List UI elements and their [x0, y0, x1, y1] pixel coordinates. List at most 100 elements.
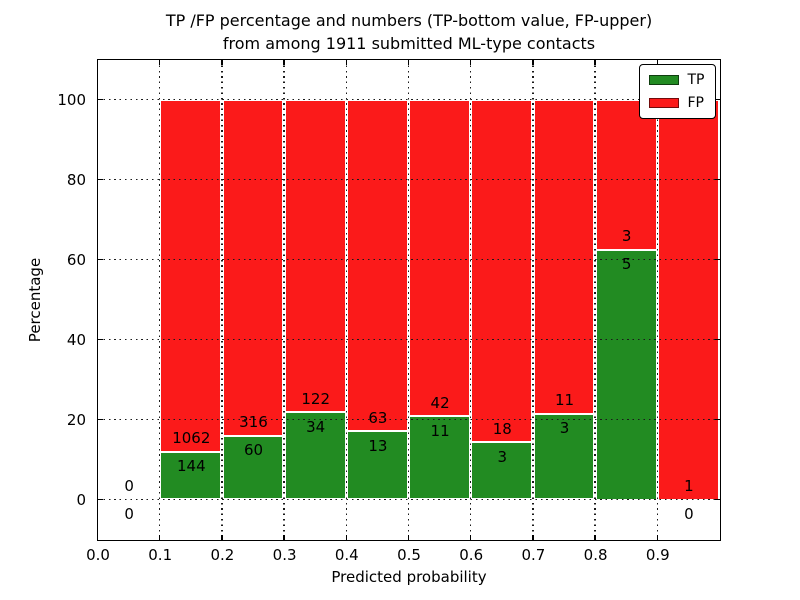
tick-x-bottom-0.8 — [594, 534, 596, 540]
gridline-x-0.2 — [221, 59, 223, 540]
chart-title-line1: TP /FP percentage and numbers (TP-bottom… — [165, 11, 653, 30]
tick-x-top-0.6 — [469, 59, 472, 65]
bar-fp-0.2-0.3 — [222, 99, 284, 436]
annotation-tp-0.7-0.8: 3 — [559, 419, 570, 438]
y-tick-label-20: 20 — [66, 411, 86, 429]
bar-fp-0.9-1 — [658, 99, 719, 500]
bar-tp-0.2-0.3 — [222, 435, 284, 500]
tp-legend-swatch — [648, 74, 679, 85]
annotation-fp-0.3-0.4: 122 — [301, 389, 331, 408]
gridline-x-0.1 — [159, 59, 161, 540]
y-tick-label-60: 60 — [66, 251, 86, 269]
x-tick-label-0.4: 0.4 — [334, 546, 359, 564]
tick-x-bottom-0.1 — [158, 534, 161, 540]
y-tick-label-100: 100 — [57, 91, 86, 109]
tick-x-bottom-0.4 — [345, 534, 348, 540]
bar-tp-0.6-0.7 — [471, 442, 533, 500]
x-tick-label-0.9: 0.9 — [645, 546, 670, 564]
tick-x-bottom-0.2 — [221, 534, 223, 540]
bar-tp-0.5-0.6 — [409, 416, 470, 500]
x-tick-label-0.5: 0.5 — [397, 546, 421, 564]
gridline-x-0.8 — [594, 59, 596, 540]
annotation-fp-0-0.1: 0 — [124, 477, 134, 495]
bar-fp-0.1-0.2 — [160, 99, 222, 452]
x-tick-label-0.0: 0.0 — [86, 546, 110, 564]
x-tick-label-0.8: 0.8 — [583, 546, 608, 564]
bar-tp-0.1-0.2 — [160, 451, 222, 500]
x-tick-label-0.3: 0.3 — [272, 546, 297, 564]
y-tick-label-80: 80 — [66, 171, 86, 189]
tp-legend-label: TP — [687, 71, 705, 88]
tick-x-bottom-0.3 — [283, 534, 285, 540]
tick-y-right-40 — [714, 338, 720, 341]
chart-title-line2: from among 1911 submitted ML-type contac… — [222, 34, 596, 53]
tick-y-left-100 — [97, 98, 103, 101]
legend-entry-fp: FP — [648, 94, 705, 111]
y-tick-label-0: 0 — [76, 491, 86, 509]
tick-x-bottom-0.9 — [656, 534, 659, 540]
annotation-fp-0.1-0.2: 1062 — [172, 429, 211, 448]
bar-fp-0.7-0.8 — [533, 99, 595, 414]
tick-y-left-0 — [97, 498, 103, 501]
tick-x-top-0.4 — [345, 59, 348, 65]
fp-legend-label: FP — [687, 94, 705, 111]
annotation-fp-0.8-0.9: 3 — [621, 227, 632, 245]
bar-fp-0.6-0.7 — [471, 99, 533, 443]
gridline-x-0.6 — [470, 59, 472, 540]
tick-y-right-100 — [714, 98, 720, 101]
tick-y-left-20 — [97, 418, 103, 421]
tick-x-bottom-0.0 — [96, 534, 99, 540]
annotation-tp-0.1-0.2: 144 — [176, 457, 206, 476]
plot-area: TP FP — [96, 58, 721, 541]
annotation-tp-0-0.1: 0 — [124, 505, 134, 523]
legend: TP FP — [638, 63, 716, 119]
tick-x-bottom-0.5 — [407, 534, 410, 540]
annotation-fp-0.9-1: 1 — [684, 477, 694, 495]
legend-entry-tp: TP — [648, 71, 705, 88]
x-tick-label-0.6: 0.6 — [459, 546, 484, 564]
bar-fp-0.4-0.5 — [347, 99, 408, 432]
y-tick-label-40: 40 — [66, 331, 86, 349]
gridline-x-0.9 — [656, 59, 658, 540]
annotation-fp-0.7-0.8: 11 — [554, 391, 575, 410]
tick-x-top-0.0 — [96, 59, 99, 65]
tick-y-right-0 — [714, 498, 720, 501]
annotation-tp-0.6-0.7: 3 — [497, 447, 508, 466]
annotation-tp-0.2-0.3: 60 — [243, 441, 264, 460]
annotation-fp-0.6-0.7: 18 — [492, 419, 512, 438]
annotation-fp-0.2-0.3: 316 — [239, 413, 268, 432]
tick-x-top-0.9 — [656, 59, 659, 65]
x-tick-label-0.7: 0.7 — [521, 546, 546, 564]
gridline-x-0.5 — [407, 59, 410, 540]
tick-x-top-0.2 — [221, 59, 223, 65]
tick-y-left-60 — [97, 258, 103, 261]
tick-x-top-0.3 — [283, 59, 285, 65]
x-tick-label-0.2: 0.2 — [210, 546, 235, 564]
tick-y-right-60 — [714, 258, 720, 261]
bar-fp-0.5-0.6 — [409, 99, 470, 417]
annotation-tp-0.3-0.4: 34 — [306, 417, 326, 436]
x-tick-label-0.1: 0.1 — [148, 546, 173, 564]
gridline-x-0.4 — [345, 59, 347, 540]
gridline-x-0.3 — [283, 59, 285, 540]
tick-y-right-80 — [714, 178, 720, 181]
tick-x-top-0.8 — [594, 59, 596, 65]
gridline-x-0.7 — [532, 59, 534, 540]
tick-x-top-0.1 — [158, 59, 161, 65]
tick-x-bottom-0.7 — [532, 534, 534, 540]
chart-title: TP /FP percentage and numbers (TP-bottom… — [96, 9, 722, 55]
fp-legend-swatch — [648, 97, 679, 108]
tick-y-right-20 — [714, 418, 720, 421]
tick-x-bottom-0.6 — [469, 534, 472, 540]
tick-y-left-80 — [97, 178, 103, 181]
y-axis-label: Percentage — [26, 257, 44, 343]
tick-y-left-40 — [97, 338, 103, 341]
bar-fp-0.3-0.4 — [284, 99, 346, 413]
annotation-tp-0.5-0.6: 11 — [430, 421, 450, 440]
annotation-fp-0.4-0.5: 63 — [368, 408, 388, 427]
tick-x-top-0.7 — [532, 59, 534, 65]
annotation-tp-0.9-1: 0 — [684, 505, 694, 523]
tick-x-top-0.5 — [407, 59, 410, 65]
x-axis-label: Predicted probability — [331, 568, 487, 586]
